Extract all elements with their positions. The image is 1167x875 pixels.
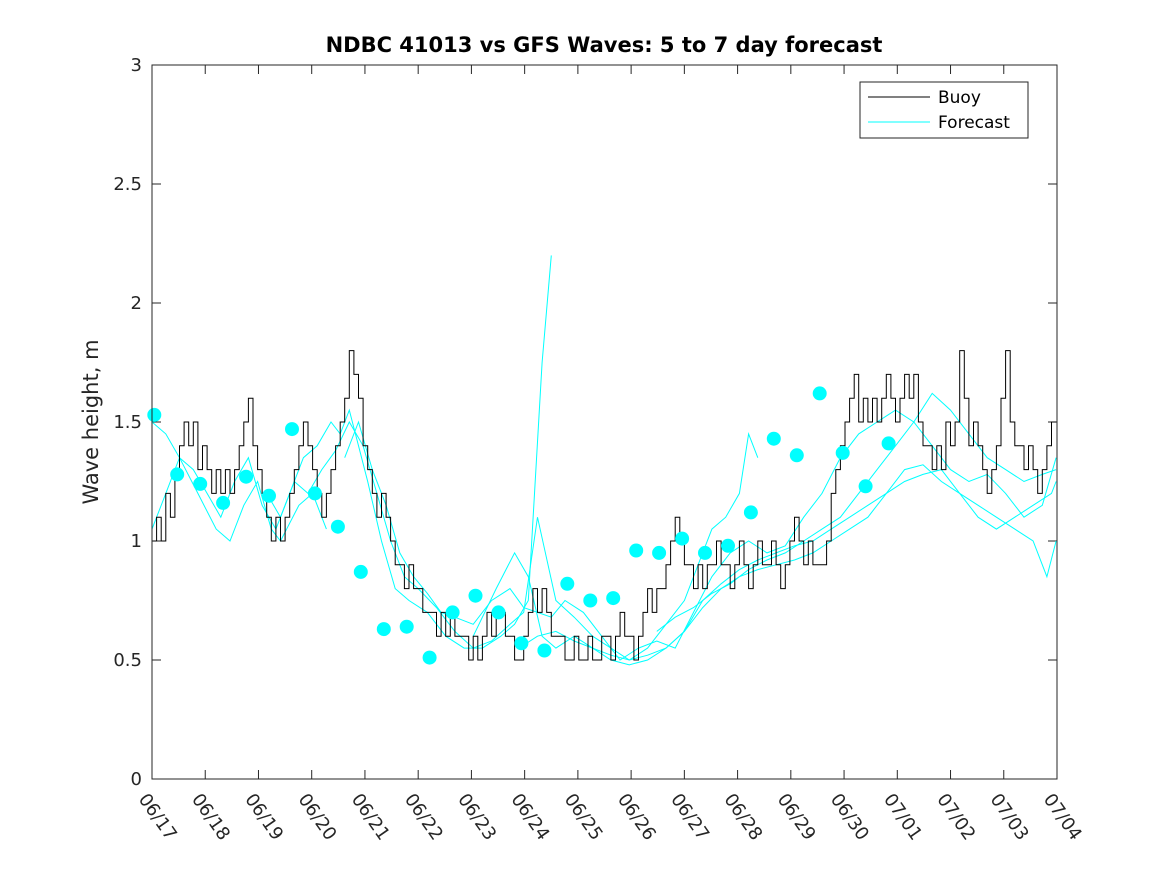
forecast-series-line [656, 392, 1057, 632]
forecast-marker [491, 605, 506, 620]
forecast-marker [743, 505, 758, 520]
forecast-marker [881, 436, 896, 451]
forecast-marker [812, 386, 827, 401]
y-tick-label: 2.5 [113, 174, 142, 195]
y-tick-label: 2 [131, 293, 142, 314]
forecast-marker [858, 479, 873, 494]
forecast-marker [514, 636, 529, 651]
buoy-line [152, 350, 1057, 661]
forecast-marker [422, 650, 437, 665]
forecast-marker [399, 619, 414, 634]
forecast-marker [583, 593, 598, 608]
chart-title: NDBC 41013 vs GFS Waves: 5 to 7 day fore… [326, 33, 883, 57]
legend-buoy-label: Buoy [938, 88, 981, 108]
y-tick-label: 0 [131, 769, 142, 790]
y-tick-labels: 0 0.5 1 1.5 2 2.5 3 [113, 55, 142, 790]
forecast-marker [835, 445, 850, 460]
y-tick-label: 0.5 [113, 650, 142, 671]
forecast-marker [652, 545, 667, 560]
y-tick-label: 1.5 [113, 412, 142, 433]
axes-box [151, 64, 1058, 780]
legend: Buoy Forecast [859, 81, 1029, 139]
forecast-marker [698, 545, 712, 560]
forecast-marker [629, 543, 644, 558]
forecast-marker [216, 495, 231, 510]
forecast-marker [307, 486, 322, 501]
forecast-marker [193, 476, 208, 491]
forecast-marker [560, 576, 575, 591]
tick-marks [151, 64, 1058, 780]
legend-forecast-label: Forecast [938, 113, 1010, 133]
forecast-marker [330, 519, 345, 534]
forecast-marker [147, 407, 162, 422]
forecast-marker [376, 622, 391, 637]
forecast-marker [468, 588, 483, 603]
forecast-marker [353, 564, 368, 579]
forecast-marker [789, 448, 804, 463]
y-tick-label: 3 [131, 55, 142, 76]
forecast-marker [606, 591, 621, 606]
forecast-marker [239, 469, 254, 484]
forecast-marker [285, 422, 299, 437]
buoy-series-line [152, 350, 1057, 661]
forecast-marker [537, 643, 552, 658]
plot-area [147, 64, 1058, 780]
legend-box [859, 81, 1029, 139]
forecast-marker [721, 538, 735, 553]
forecast-markers [147, 386, 896, 665]
forecast-marker [766, 431, 781, 446]
forecast-marker [675, 531, 690, 546]
forecast-marker [262, 488, 276, 503]
y-axis-label: Wave height, m [79, 339, 103, 504]
forecast-marker [170, 467, 185, 482]
y-tick-label: 1 [131, 531, 142, 552]
forecast-marker [445, 605, 460, 620]
